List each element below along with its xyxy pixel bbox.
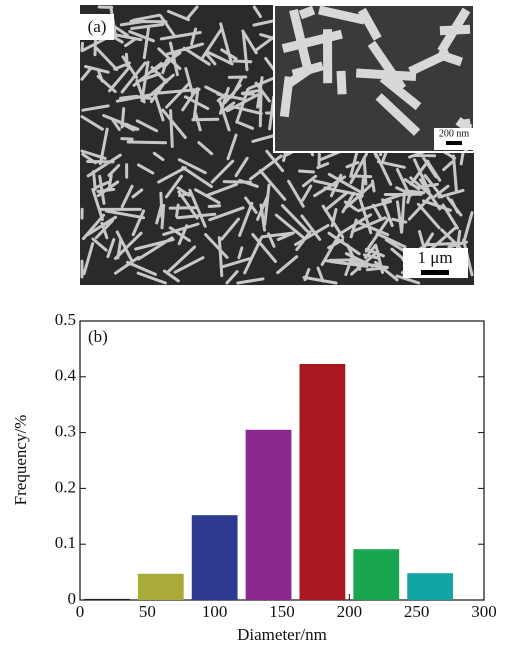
y-tick-label: 0.4 [55,366,77,385]
scale-label: 1 μm [417,248,452,267]
x-tick-label: 250 [404,602,430,621]
x-tick-label: 300 [471,602,497,621]
y-tick-label: 0.3 [55,422,76,441]
x-tick-label: 50 [139,602,156,621]
x-tick-label: 150 [269,602,295,621]
y-tick-label: 0.1 [55,533,76,552]
panel-label: (a) [88,17,107,36]
inset-scale-label: 200 nm [439,128,470,139]
inset-scale-bar [446,141,462,145]
y-tick-label: 0.2 [55,477,76,496]
scale-bar [421,270,449,275]
nanorods [279,5,475,152]
x-tick-label: 200 [337,602,363,621]
x-tick-label: 0 [76,602,85,621]
x-tick-label: 100 [202,602,228,621]
bar [137,573,184,600]
bar [353,549,400,600]
bar [299,363,346,600]
x-axis-label: Diameter/nm [237,625,327,644]
panel-label: (b) [88,327,108,346]
chart: (b) Diameter/nm Frequency/% 0 0.1 0.2 0.3 0.… [11,310,497,644]
inset-scale-box [434,128,474,150]
bar [245,429,292,600]
y-axis-label: Frequency/% [11,415,30,506]
y-tick-label: 0.5 [55,310,76,329]
y-tick-label: 0 [68,589,77,608]
label-box [80,14,114,40]
bar [407,573,454,600]
bar [191,515,238,600]
bar [84,598,130,600]
